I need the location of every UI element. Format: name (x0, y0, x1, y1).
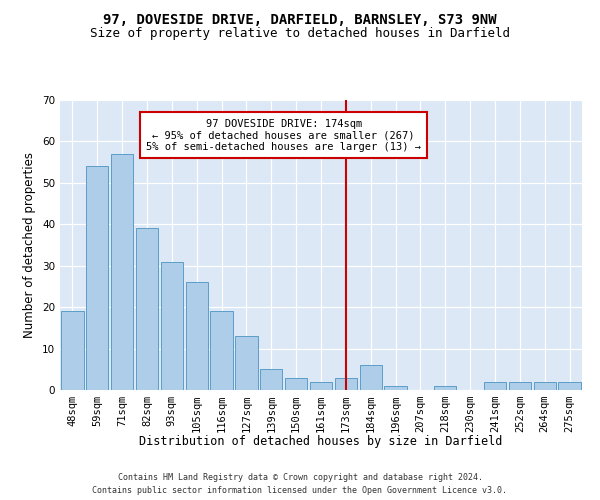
Bar (235, 336, 257, 390)
Bar (285, 378, 307, 390)
Bar (434, 386, 457, 390)
Bar (185, 282, 208, 390)
Bar (260, 370, 283, 390)
Bar (86, 166, 109, 390)
Bar (533, 382, 556, 390)
Text: Size of property relative to detached houses in Darfield: Size of property relative to detached ho… (90, 28, 510, 40)
Bar (111, 154, 133, 390)
Bar (484, 382, 506, 390)
Text: Distribution of detached houses by size in Darfield: Distribution of detached houses by size … (139, 435, 503, 448)
Text: 97, DOVESIDE DRIVE, DARFIELD, BARNSLEY, S73 9NW: 97, DOVESIDE DRIVE, DARFIELD, BARNSLEY, … (103, 12, 497, 26)
Bar (385, 386, 407, 390)
Bar (61, 312, 83, 390)
Bar (335, 378, 357, 390)
Y-axis label: Number of detached properties: Number of detached properties (23, 152, 37, 338)
Bar (211, 312, 233, 390)
Bar (310, 382, 332, 390)
Bar (359, 365, 382, 390)
Bar (161, 262, 183, 390)
Text: Contains public sector information licensed under the Open Government Licence v3: Contains public sector information licen… (92, 486, 508, 495)
Text: Contains HM Land Registry data © Crown copyright and database right 2024.: Contains HM Land Registry data © Crown c… (118, 472, 482, 482)
Bar (559, 382, 581, 390)
Text: 97 DOVESIDE DRIVE: 174sqm
← 95% of detached houses are smaller (267)
5% of semi-: 97 DOVESIDE DRIVE: 174sqm ← 95% of detac… (146, 118, 421, 152)
Bar (136, 228, 158, 390)
Bar (509, 382, 531, 390)
